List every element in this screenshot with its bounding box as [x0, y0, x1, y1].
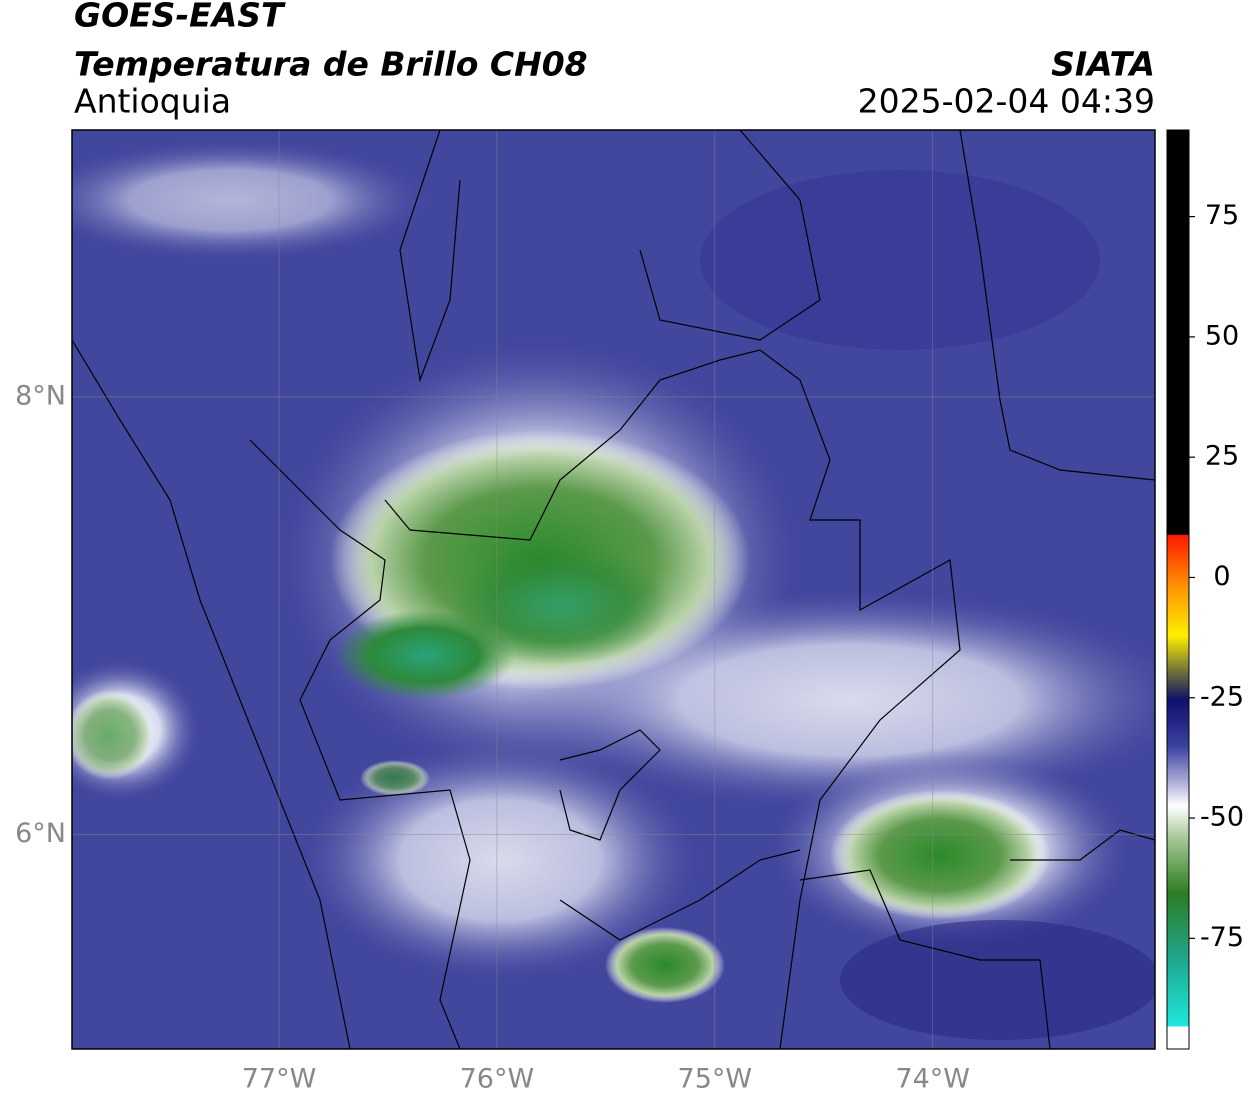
colorbar-tick-label: 25: [1205, 441, 1239, 472]
lat-tick-label: 8°N: [15, 380, 66, 411]
source: SIATA: [1051, 45, 1155, 84]
lon-tick-label: 74°W: [895, 1064, 970, 1095]
colorbar-tick-label: 75: [1205, 200, 1239, 231]
region: Antioquia: [74, 82, 231, 121]
datetime: 2025-02-04 04:39: [858, 82, 1155, 121]
lat-tick-label: 6°N: [15, 818, 66, 849]
gridlines: [72, 130, 1155, 1049]
subtitle: Temperatura de Brillo CH08: [74, 45, 588, 84]
colorbar-tick-label: -50: [1200, 802, 1244, 833]
map-frame: [71, 129, 1156, 1050]
colorbar-tick-label: -25: [1200, 681, 1244, 712]
title: GOES-EAST: [74, 0, 286, 35]
colorbar-tick-label: -75: [1200, 922, 1244, 953]
lon-tick-label: 76°W: [460, 1064, 535, 1095]
lon-tick-label: 75°W: [678, 1064, 753, 1095]
colorbar-tick-label: 0: [1213, 561, 1230, 592]
colorbar-tick-label: 50: [1205, 320, 1239, 351]
imagery: [72, 130, 1155, 1049]
lon-tick-label: 77°W: [242, 1064, 317, 1095]
colorbar: [1166, 129, 1190, 1050]
